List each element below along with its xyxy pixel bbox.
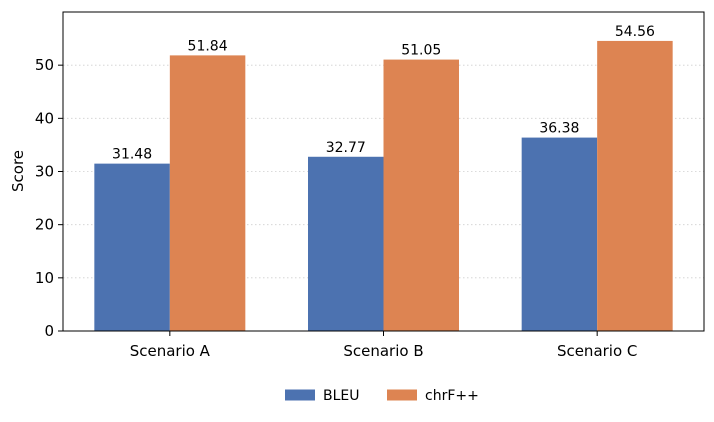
y-tick-label: 50 bbox=[35, 56, 54, 74]
y-tick-label: 20 bbox=[35, 216, 54, 234]
x-axis-ticks: Scenario A Scenario B Scenario C bbox=[130, 331, 637, 360]
bar-bleu-2 bbox=[308, 156, 384, 331]
legend-swatch-bleu bbox=[285, 389, 315, 401]
bar-value-label: 51.84 bbox=[188, 38, 228, 54]
y-tick-label: 10 bbox=[35, 269, 54, 287]
y-tick-label: 30 bbox=[35, 163, 54, 181]
bar-bleu-1 bbox=[94, 163, 170, 331]
y-axis-ticks: 0 10 20 30 40 50 bbox=[35, 56, 63, 340]
bar-bleu-3 bbox=[521, 137, 598, 331]
bar-value-label: 31.48 bbox=[112, 147, 152, 163]
bar-value-label: 36.38 bbox=[539, 121, 579, 137]
y-tick-label: 40 bbox=[35, 109, 54, 127]
bar-chrf-1 bbox=[169, 55, 246, 331]
bars bbox=[94, 40, 673, 331]
x-tick-label: Scenario C bbox=[557, 342, 637, 360]
x-tick-label: Scenario A bbox=[130, 342, 211, 360]
legend-label: chrF++ bbox=[425, 388, 479, 404]
legend-label: BLEU bbox=[323, 388, 360, 404]
data-labels: 31.48 51.84 32.77 51.05 36.38 54.56 bbox=[112, 24, 655, 163]
legend: BLEU chrF++ bbox=[285, 388, 479, 404]
y-tick-label: 0 bbox=[44, 322, 54, 340]
bar-chrf-3 bbox=[597, 40, 673, 331]
x-tick-label: Scenario B bbox=[343, 342, 423, 360]
y-axis-title: Score bbox=[9, 150, 27, 192]
bar-value-label: 54.56 bbox=[615, 24, 655, 40]
bar-value-label: 32.77 bbox=[326, 140, 366, 156]
bar-value-label: 51.05 bbox=[401, 43, 441, 59]
bar-chrf-2 bbox=[383, 59, 459, 331]
legend-swatch-chrf bbox=[387, 389, 417, 401]
